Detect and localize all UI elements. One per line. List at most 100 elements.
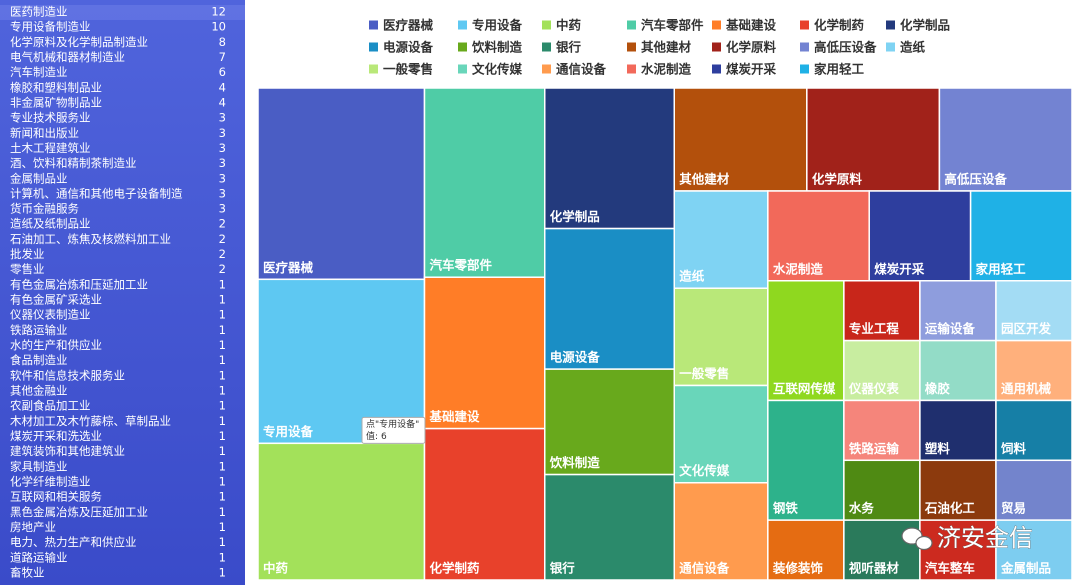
industry-name: 非金属矿物制品业	[10, 95, 102, 109]
legend-label: 专用设备	[472, 18, 523, 33]
industry-count: 3	[219, 111, 226, 125]
industry-count: 1	[219, 368, 226, 382]
treemap-cell	[673, 287, 769, 387]
legend-swatch	[886, 20, 895, 30]
industry-count: 7	[219, 50, 226, 64]
industry-name: 农副食品加工业	[10, 399, 91, 413]
treemap-cell	[544, 473, 675, 581]
cell-label: 橡胶	[925, 381, 951, 396]
treemap-cell	[423, 276, 546, 430]
legend-swatch	[800, 42, 809, 52]
legend-label: 一般零售	[383, 62, 433, 77]
treemap-cell	[767, 190, 870, 282]
legend-swatch	[458, 42, 467, 52]
row-highlight	[0, 5, 245, 20]
industry-count: 1	[219, 490, 226, 504]
industry-name: 建筑装饰和其他建筑业	[10, 444, 125, 458]
legend-label: 电源设备	[383, 40, 434, 55]
cell-label: 钢铁	[773, 501, 799, 516]
industry-name: 食品制造业	[10, 353, 68, 367]
industry-count: 2	[219, 262, 226, 276]
treemap-cell	[673, 87, 808, 192]
treemap-cell	[919, 280, 997, 342]
cell-label: 装修装饰	[772, 561, 824, 576]
industry-name: 金属制品业	[10, 171, 68, 185]
industry-name: 货币金融服务	[10, 202, 79, 216]
industry-name: 煤炭开采和洗选业	[10, 429, 102, 443]
industry-count: 8	[219, 35, 226, 49]
industry-name: 专用设备制造业	[10, 20, 91, 34]
industry-name: 酒、饮料和精制茶制造业	[10, 156, 137, 170]
treemap-cell	[544, 87, 675, 230]
industry-name: 有色金属冶炼和压延加工业	[10, 277, 148, 291]
industry-count: 10	[211, 20, 226, 34]
legend-label: 医疗器械	[383, 18, 434, 33]
industry-count: 1	[219, 308, 226, 322]
legend-swatch	[369, 42, 378, 52]
treemap-cell	[673, 481, 769, 581]
industry-name: 土木工程建筑业	[10, 141, 91, 155]
industry-name: 畜牧业	[10, 565, 45, 579]
industry-count: 1	[219, 565, 226, 579]
industry-count: 1	[219, 293, 226, 307]
legend-label: 化学制品	[900, 18, 950, 33]
treemap-cell	[767, 519, 845, 581]
legend-label: 其他建材	[641, 40, 692, 55]
legend-label: 文化传媒	[472, 62, 523, 77]
industry-count: 3	[219, 156, 226, 170]
legend-swatch	[886, 42, 895, 52]
legend-swatch	[627, 20, 636, 30]
industry-name: 有色金属矿采选业	[10, 293, 102, 307]
treemap-cell	[423, 87, 546, 278]
watermark: 济安金信	[937, 524, 1033, 552]
industry-name: 造纸及纸制品业	[10, 217, 91, 231]
industry-name: 电力、热力生产和供应业	[10, 535, 137, 549]
cell-label: 医疗器械	[263, 260, 314, 275]
industry-count: 1	[219, 414, 226, 428]
industry-name: 黑色金属冶炼及压延加工业	[10, 505, 148, 519]
cell-label: 石油化工	[924, 501, 976, 516]
legend-swatch	[712, 20, 721, 30]
industry-count: 3	[219, 126, 226, 140]
industry-name: 化学原料及化学制品制造业	[10, 35, 148, 49]
legend-swatch	[458, 64, 467, 74]
treemap-cell	[969, 190, 1073, 282]
legend-label: 饮料制造	[471, 40, 523, 55]
treemap-cell	[673, 190, 769, 289]
legend-label: 煤炭开采	[726, 62, 777, 77]
industry-name: 零售业	[10, 262, 45, 276]
industry-count: 1	[219, 505, 226, 519]
cell-label: 塑料	[925, 441, 951, 456]
cell-label: 高低压设备	[944, 171, 1007, 186]
cell-label: 汽车整车	[925, 561, 976, 576]
industry-name: 木材加工及木竹藤棕、草制品业	[10, 414, 171, 428]
legend-label: 银行	[556, 40, 582, 55]
industry-name: 仪器仪表制造业	[10, 308, 91, 322]
legend-swatch	[369, 64, 378, 74]
legend-label: 高低压设备	[814, 40, 877, 55]
industry-name: 电气机械和器材制造业	[10, 50, 125, 64]
industry-count: 1	[219, 384, 226, 398]
cell-label: 视听器材	[849, 561, 900, 576]
legend-swatch	[542, 20, 551, 30]
legend-label: 通信设备	[556, 62, 607, 77]
cell-label: 一般零售	[679, 366, 729, 381]
cell-label: 专业工程	[849, 321, 900, 336]
industry-name: 医药制造业	[10, 5, 68, 19]
cell-label: 煤炭开采	[874, 261, 925, 276]
cell-label: 铁路运输	[849, 441, 900, 456]
industry-name: 计算机、通信和其他电子设备制造	[10, 186, 183, 200]
legend-label: 家用轻工	[814, 62, 865, 77]
legend-label: 基础建设	[725, 18, 777, 33]
cell-label: 金属制品	[1000, 561, 1051, 576]
industry-count: 1	[219, 535, 226, 549]
treemap-cell	[673, 384, 769, 484]
treemap-cell	[257, 442, 426, 581]
industry-count: 1	[219, 444, 226, 458]
treemap-cell	[843, 280, 921, 342]
industry-name: 家具制造业	[10, 459, 68, 473]
industry-name: 铁路运输业	[10, 323, 68, 337]
cell-label: 水泥制造	[773, 261, 824, 276]
cell-label: 造纸	[679, 269, 705, 284]
